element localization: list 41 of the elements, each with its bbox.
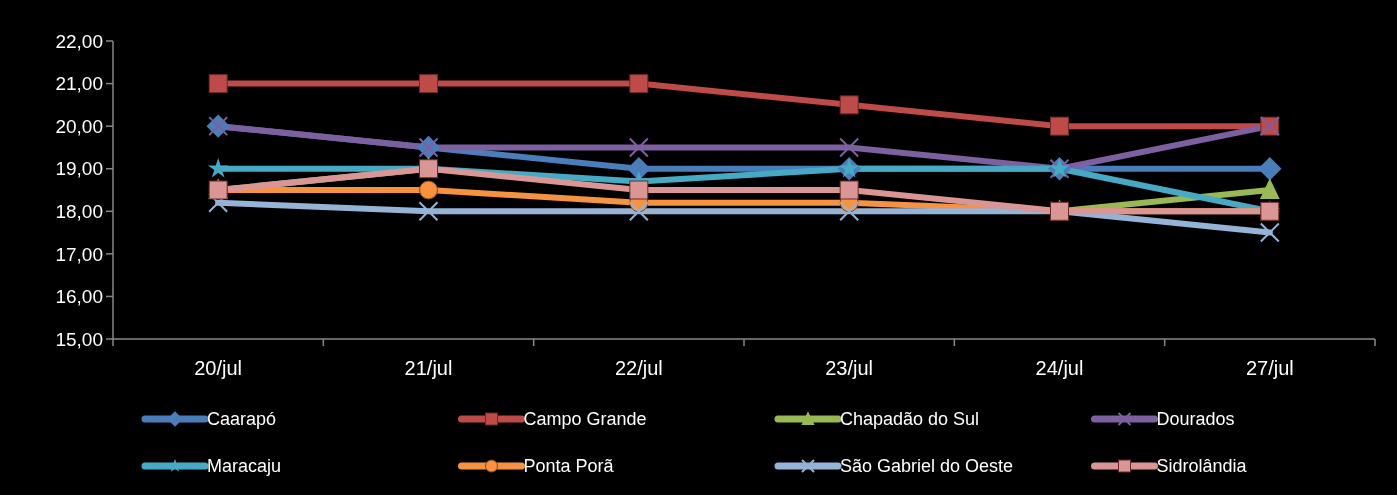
point xyxy=(628,137,649,158)
point xyxy=(629,180,649,200)
y-tick-label: 18,00 xyxy=(55,200,103,222)
point xyxy=(419,74,438,94)
x-tick-label: 20/jul xyxy=(194,357,243,379)
y-tick-label: 16,00 xyxy=(55,286,103,308)
y-tick-label: 17,00 xyxy=(55,243,103,265)
x-tick-label: 24/jul xyxy=(1035,357,1084,379)
legend-label: Caarapó xyxy=(207,409,277,430)
x-tick-label: 22/jul xyxy=(614,357,663,379)
legend-label: Dourados xyxy=(1156,409,1235,430)
point xyxy=(839,137,860,158)
legend-label: São Gabriel do Oeste xyxy=(840,456,1014,477)
y-tick-label: 22,00 xyxy=(55,30,103,52)
y-tick-label: 15,00 xyxy=(55,328,103,350)
legend-label: Maracaju xyxy=(207,456,282,477)
point xyxy=(839,180,859,200)
x-tick-label: 23/jul xyxy=(825,357,874,379)
legend-label: Ponta Porã xyxy=(523,456,615,477)
point xyxy=(627,157,651,181)
point xyxy=(629,74,649,94)
y-tick-label: 20,00 xyxy=(55,115,103,137)
legend-label: Campo Grande xyxy=(523,409,647,430)
point xyxy=(418,201,439,222)
point xyxy=(419,180,438,200)
y-tick-label: 21,00 xyxy=(55,73,103,95)
point xyxy=(1050,116,1069,136)
point xyxy=(1259,178,1280,199)
legend-label: Sidrolândia xyxy=(1156,456,1248,477)
point xyxy=(839,201,860,222)
y-tick-label: 19,00 xyxy=(55,158,103,180)
point xyxy=(1258,157,1282,181)
point xyxy=(207,157,229,178)
point xyxy=(839,95,859,115)
legend-label: Chapadão do Sul xyxy=(840,409,980,430)
point xyxy=(1259,222,1280,243)
x-tick-label: 27/jul xyxy=(1245,357,1294,379)
point xyxy=(208,192,229,213)
point xyxy=(628,201,649,222)
x-tick-label: 21/jul xyxy=(404,357,453,379)
point xyxy=(208,74,228,94)
